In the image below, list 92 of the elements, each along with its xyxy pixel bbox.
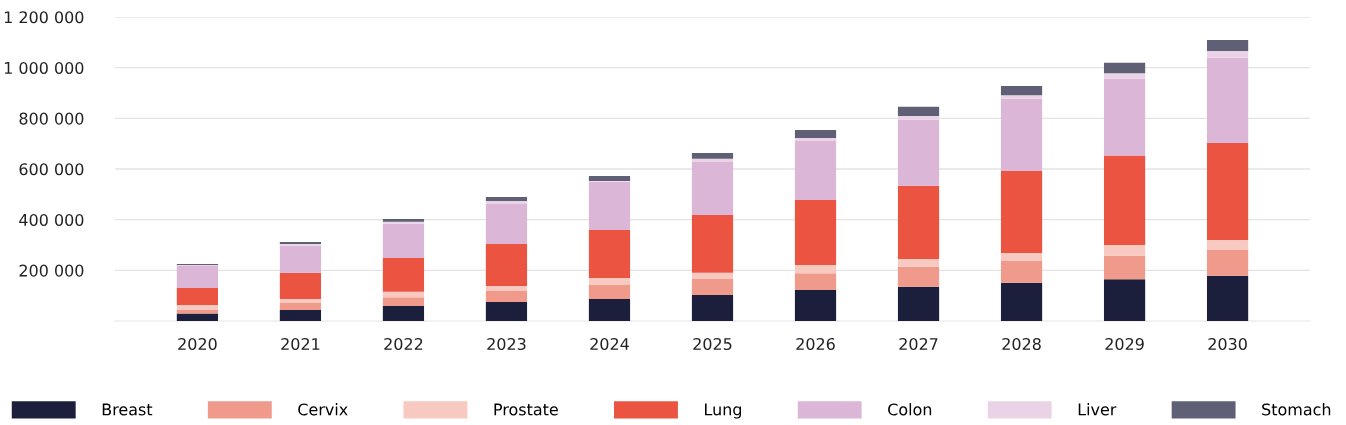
bar [588, 230, 631, 278]
bar [897, 286, 940, 321]
bar [691, 272, 734, 279]
bar [485, 302, 528, 321]
bar [1000, 98, 1043, 172]
bar [691, 215, 734, 273]
bar [691, 158, 734, 162]
y-tick-label: 400 000 [19, 213, 84, 226]
bar [897, 116, 940, 120]
bar [176, 288, 219, 306]
legend-label: Liver [1078, 403, 1117, 416]
bar [1103, 279, 1146, 321]
bar [1103, 78, 1146, 156]
x-tick-label: 2029 [1105, 337, 1144, 351]
x-tick-label: 2023 [487, 337, 526, 351]
bar [588, 181, 631, 231]
bar [382, 257, 425, 292]
bar [382, 297, 425, 307]
bar [794, 199, 837, 266]
x-tick-label: 2030 [1208, 337, 1247, 351]
legend-label: Breast [102, 403, 153, 416]
bar [1206, 57, 1249, 143]
bar [485, 203, 528, 244]
bar [1000, 260, 1043, 283]
bar [691, 278, 734, 295]
bar [279, 298, 322, 304]
bar [279, 272, 322, 299]
bar [897, 258, 940, 267]
bar [279, 303, 322, 311]
bar [897, 119, 940, 186]
x-tick-label: 2026 [796, 337, 835, 351]
bar [588, 298, 631, 321]
bar [588, 176, 631, 181]
bar [1103, 255, 1146, 280]
bar [794, 273, 837, 291]
bar [1206, 250, 1249, 276]
y-tick-label: 1 000 000 [4, 61, 84, 74]
legend-label: Prostate [494, 403, 558, 416]
bar [1000, 95, 1043, 99]
bar [897, 185, 940, 259]
bar [1103, 73, 1146, 79]
legend-label: Cervix [298, 403, 348, 416]
y-tick-label: 800 000 [19, 112, 84, 125]
x-tick-label: 2025 [693, 337, 732, 351]
bar [382, 306, 425, 321]
bar [485, 291, 528, 302]
bar [279, 310, 322, 321]
bar [897, 266, 940, 287]
bar [1206, 40, 1249, 51]
legend-label: Stomach [1262, 403, 1331, 416]
bar [1206, 275, 1249, 321]
bar [794, 129, 837, 139]
bar [485, 243, 528, 287]
bar [588, 285, 631, 299]
bar [1000, 282, 1043, 321]
bar [1103, 62, 1146, 74]
bar [794, 138, 837, 141]
y-tick-label: 600 000 [19, 163, 84, 176]
x-tick-label: 2020 [178, 337, 217, 351]
bar [485, 286, 528, 292]
bar [176, 266, 219, 289]
y-tick-label: 200 000 [19, 264, 84, 277]
bar [1103, 155, 1146, 245]
bar [691, 161, 734, 216]
x-tick-label: 2021 [281, 337, 320, 351]
bar [897, 106, 940, 117]
x-tick-label: 2028 [1002, 337, 1041, 351]
bar [1206, 142, 1249, 240]
y-tick-label: 1 200 000 [4, 11, 84, 24]
bar [691, 294, 734, 321]
x-tick-label: 2027 [899, 337, 938, 351]
bar [794, 265, 837, 274]
bar [176, 313, 219, 321]
bar [1000, 253, 1043, 261]
bar [691, 153, 734, 159]
x-tick-label: 2024 [590, 337, 629, 351]
bar [279, 245, 322, 273]
bar [176, 305, 219, 311]
bar [1206, 50, 1249, 58]
bar [1103, 245, 1146, 256]
bar [588, 277, 631, 286]
bar [1206, 239, 1249, 251]
bar [794, 290, 837, 321]
bar [794, 140, 837, 200]
bar [176, 310, 219, 314]
bar [382, 291, 425, 298]
legend-label: Lung [705, 403, 742, 419]
legend-label: Colon [888, 403, 932, 416]
bar [1000, 171, 1043, 254]
bar [1000, 85, 1043, 96]
x-tick-label: 2022 [384, 337, 423, 351]
bar [382, 223, 425, 258]
